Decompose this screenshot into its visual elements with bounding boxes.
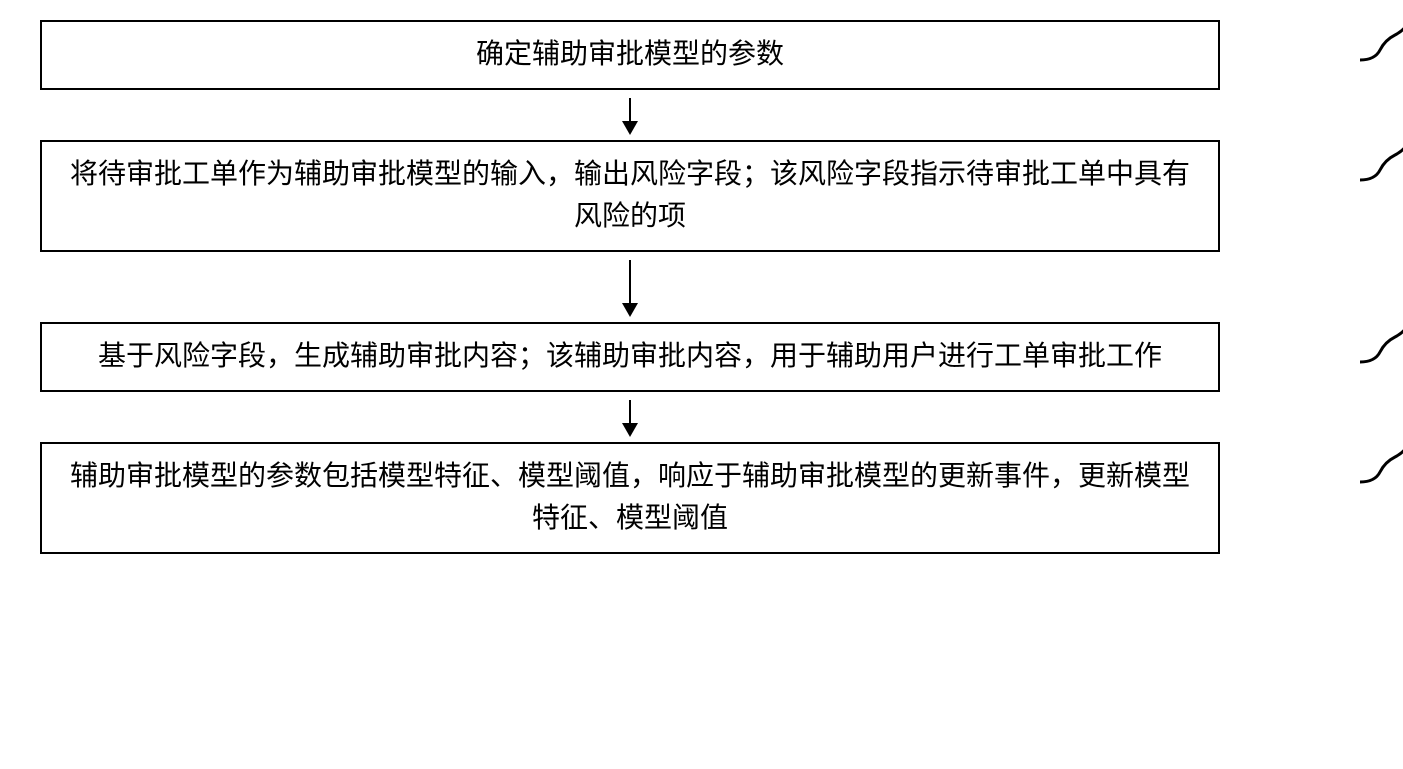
flow-box-text-1: 确定辅助审批模型的参数 [476, 39, 784, 70]
step-wrapper-3: 基于风险字段，生成辅助审批内容；该辅助审批内容，用于辅助用户进行工单审批工作 S… [40, 322, 1360, 392]
arrow-1 [629, 98, 631, 133]
flow-box-text-4: 辅助审批模型的参数包括模型特征、模型阈值，响应于辅助审批模型的更新事件，更新模型… [70, 461, 1190, 534]
arrow-container-3 [40, 392, 1220, 442]
brace-icon-3 [1360, 322, 1403, 372]
arrow-container-1 [40, 90, 1220, 140]
brace-icon-2 [1360, 140, 1403, 190]
brace-icon-4 [1360, 442, 1403, 492]
brace-icon-1 [1360, 20, 1403, 70]
flow-box-text-2: 将待审批工单作为辅助审批模型的输入，输出风险字段；该风险字段指示待审批工单中具有… [70, 159, 1190, 232]
arrow-3 [629, 400, 631, 435]
flow-box-text-3: 基于风险字段，生成辅助审批内容；该辅助审批内容，用于辅助用户进行工单审批工作 [98, 341, 1162, 372]
arrow-container-2 [40, 252, 1220, 322]
step-wrapper-2: 将待审批工单作为辅助审批模型的输入，输出风险字段；该风险字段指示待审批工单中具有… [40, 140, 1360, 252]
flow-box-2: 将待审批工单作为辅助审批模型的输入，输出风险字段；该风险字段指示待审批工单中具有… [40, 140, 1220, 252]
flow-box-4: 辅助审批模型的参数包括模型特征、模型阈值，响应于辅助审批模型的更新事件，更新模型… [40, 442, 1220, 554]
arrow-2 [629, 260, 631, 315]
flow-box-3: 基于风险字段，生成辅助审批内容；该辅助审批内容，用于辅助用户进行工单审批工作 [40, 322, 1220, 392]
step-wrapper-1: 确定辅助审批模型的参数 S201 [40, 20, 1360, 90]
step-wrapper-4: 辅助审批模型的参数包括模型特征、模型阈值，响应于辅助审批模型的更新事件，更新模型… [40, 442, 1360, 554]
flowchart-container: 确定辅助审批模型的参数 S201 将待审批工单作为辅助审批模型的输入，输出风险字… [40, 20, 1360, 554]
flow-box-1: 确定辅助审批模型的参数 [40, 20, 1220, 90]
